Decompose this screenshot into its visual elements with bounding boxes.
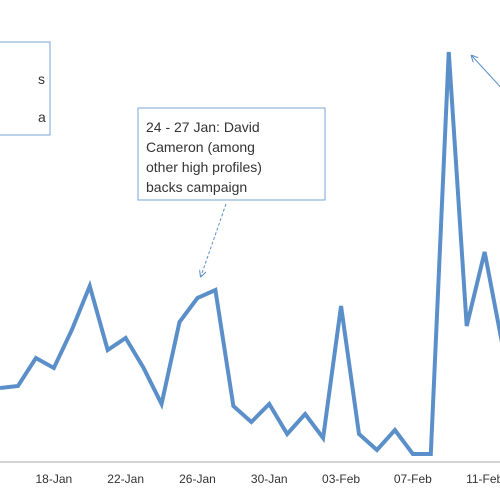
annotation-text: backs campaign (146, 179, 247, 195)
annotation-box (137, 107, 326, 201)
x-tick-label: 18-Jan (35, 472, 72, 486)
annotation-text: a (38, 109, 46, 125)
annotation-text: other high profiles) (146, 159, 262, 175)
line (0, 51, 500, 456)
annotation-box (0, 41, 51, 136)
x-tick-label: 22-Jan (107, 472, 144, 486)
x-tick-label: 11-Feb (466, 472, 500, 486)
annotation-arrow (472, 56, 500, 88)
x-tick-label: 30-Jan (251, 472, 288, 486)
annotation-text: 24 - 27 Jan: David (146, 119, 260, 135)
x-tick-label: 07-Feb (394, 472, 432, 486)
annotation-text: Cameron (among (146, 139, 255, 155)
annotation-arrow (201, 203, 227, 276)
annotation-text: s (38, 71, 45, 87)
x-tick-label: 26-Jan (179, 472, 216, 486)
x-tick-label: 03-Feb (322, 472, 360, 486)
